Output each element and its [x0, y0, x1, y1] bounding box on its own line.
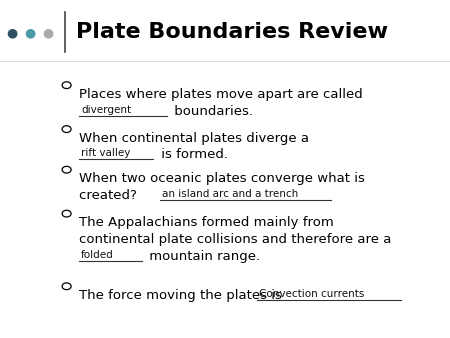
Text: When continental plates diverge a: When continental plates diverge a — [79, 132, 309, 145]
Text: The force moving the plates is: The force moving the plates is — [79, 289, 286, 302]
Text: mountain range.: mountain range. — [145, 250, 261, 263]
Text: created?: created? — [79, 189, 141, 202]
Text: Convection currents: Convection currents — [259, 289, 364, 299]
Text: boundaries.: boundaries. — [170, 105, 253, 118]
Text: When two oceanic plates converge what is: When two oceanic plates converge what is — [79, 172, 364, 185]
Text: is formed.: is formed. — [157, 148, 228, 161]
Text: an island arc and a trench: an island arc and a trench — [162, 189, 298, 199]
Text: continental plate collisions and therefore are a: continental plate collisions and therefo… — [79, 233, 391, 246]
Text: divergent: divergent — [81, 105, 131, 115]
Ellipse shape — [9, 30, 17, 38]
Text: folded: folded — [81, 250, 114, 260]
Text: rift valley: rift valley — [81, 148, 130, 158]
Text: Plate Boundaries Review: Plate Boundaries Review — [76, 22, 388, 42]
Text: The Appalachians formed mainly from: The Appalachians formed mainly from — [79, 216, 333, 229]
Text: Places where plates move apart are called: Places where plates move apart are calle… — [79, 88, 363, 101]
Ellipse shape — [45, 30, 53, 38]
Ellipse shape — [27, 30, 35, 38]
